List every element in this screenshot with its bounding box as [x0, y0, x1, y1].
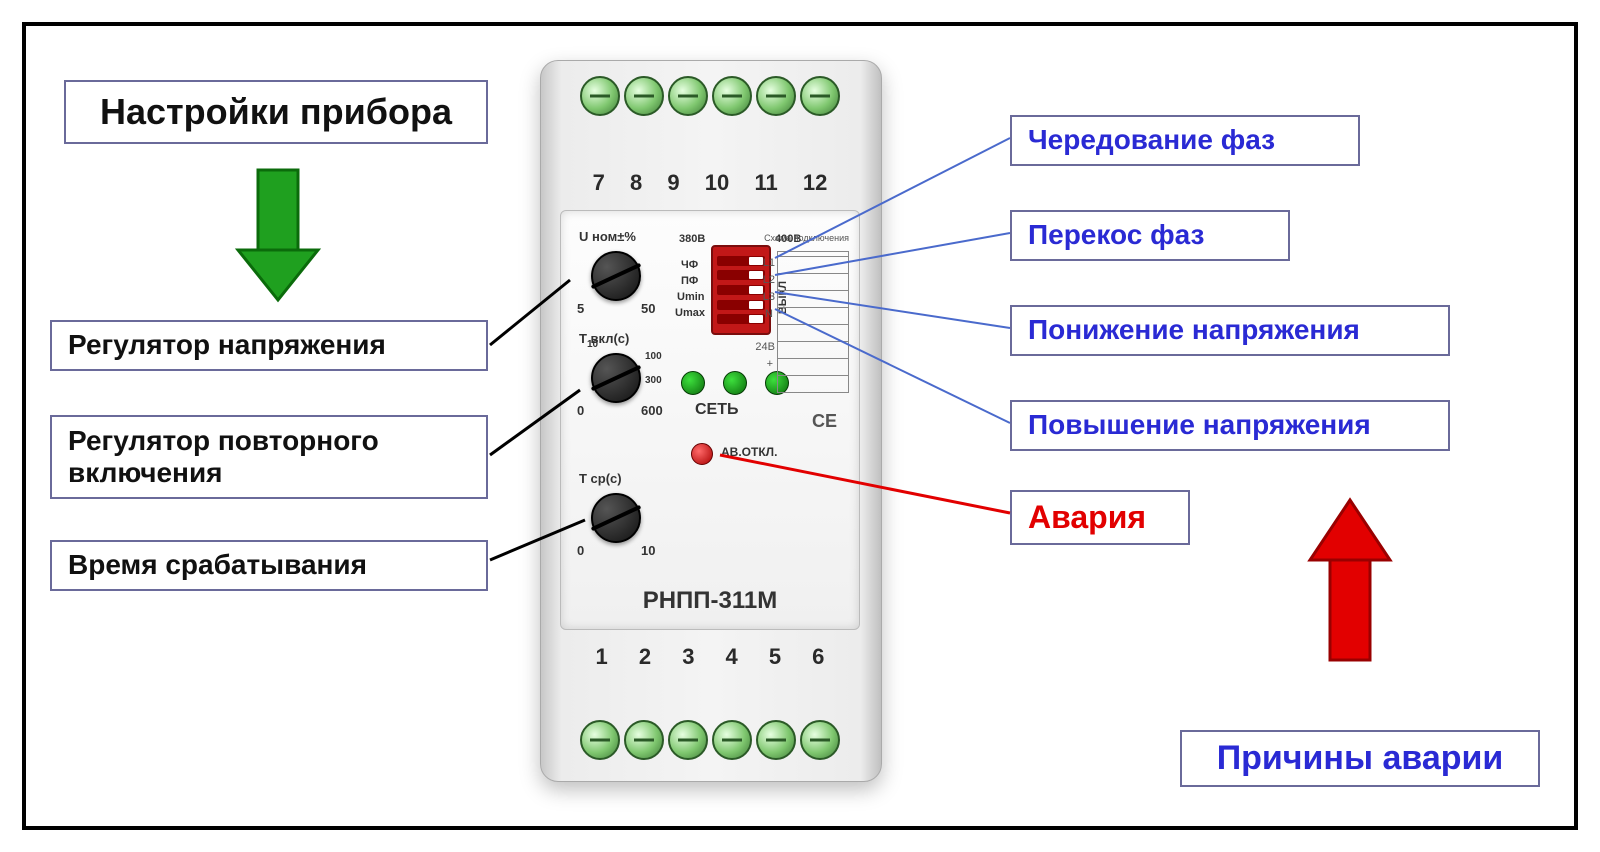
terminal-screw: [756, 720, 796, 760]
terminal-num: 7: [593, 170, 605, 196]
led-green: [681, 371, 705, 395]
undervoltage-label: Понижение напряжения: [1010, 305, 1450, 356]
dip-row-label: ЧФ: [681, 259, 698, 271]
diag-plus: +: [767, 358, 773, 370]
diag-n: N: [765, 308, 773, 320]
terminal-num: 11: [754, 170, 777, 196]
dip-row-label: ПФ: [681, 275, 698, 287]
knob1-min: 5: [577, 301, 584, 316]
wiring-diagram-icon: [777, 251, 849, 393]
led-green: [723, 371, 747, 395]
stage: Настройки прибора Регулятор напряжения Р…: [0, 0, 1600, 852]
terminal-screw: [712, 720, 752, 760]
dip-row-label: Umin: [677, 291, 705, 303]
phase-sequence-label: Чередование фаз: [1010, 115, 1360, 166]
terminal-screw: [624, 76, 664, 116]
diag-l1: L1: [763, 257, 775, 269]
terminal-num: 5: [769, 644, 781, 670]
dip-switch[interactable]: [717, 285, 765, 295]
knob2-v3: 300: [645, 375, 662, 386]
terminal-screw: [756, 76, 796, 116]
fault-label: Авария: [1010, 490, 1190, 545]
trip-time-knob[interactable]: [591, 493, 641, 543]
knob2-v2: 100: [645, 351, 662, 362]
diag-l3: L3: [763, 291, 775, 303]
fault-causes-label: Причины аварии: [1180, 730, 1540, 787]
terminal-screw: [580, 76, 620, 116]
knob1-label: U ном±%: [579, 229, 636, 244]
terminal-num: 4: [726, 644, 738, 670]
fault-led: [691, 443, 713, 465]
dip-switch[interactable]: [717, 256, 765, 266]
terminal-screw: [580, 720, 620, 760]
dip-row-label: Umax: [675, 307, 705, 319]
terminal-screw: [712, 76, 752, 116]
dip-switch[interactable]: [717, 270, 765, 280]
top-terminals: [580, 76, 840, 120]
title-box: Настройки прибора: [64, 80, 488, 144]
knob2-max: 600: [641, 403, 663, 418]
ce-mark: CE: [812, 411, 837, 432]
knob3-label: Т ср(с): [579, 471, 622, 486]
phase-imbalance-label: Перекос фаз: [1010, 210, 1290, 261]
terminal-num: 2: [639, 644, 651, 670]
knob3-min: 0: [577, 543, 584, 558]
knob3-max: 10: [641, 543, 655, 558]
terminal-screw: [668, 76, 708, 116]
network-label: СЕТЬ: [695, 401, 739, 419]
diag-24: 24В: [755, 341, 775, 353]
terminal-num: 3: [682, 644, 694, 670]
diagram-title: Схема подключения: [764, 233, 849, 243]
dip-switch[interactable]: [717, 300, 765, 310]
reclose-knob[interactable]: [591, 353, 641, 403]
knob2-min: 0: [577, 403, 584, 418]
trip-time-label: Время срабатывания: [50, 540, 488, 591]
terminal-num: 12: [803, 170, 827, 196]
terminal-num: 8: [630, 170, 642, 196]
device: 7 8 9 10 11 12 1 2 3 4 5 6 U ном±%: [530, 60, 890, 780]
network-leds: [681, 371, 789, 395]
knob1-max: 50: [641, 301, 655, 316]
terminal-num: 6: [812, 644, 824, 670]
overvoltage-label: Повышение напряжения: [1010, 400, 1450, 451]
terminal-num: 10: [705, 170, 729, 196]
dip-switch[interactable]: [717, 314, 765, 324]
voltage-regulator-label: Регулятор напряжения: [50, 320, 488, 371]
terminal-screw: [668, 720, 708, 760]
terminal-screw: [624, 720, 664, 760]
terminal-num: 9: [667, 170, 679, 196]
terminal-screw: [800, 76, 840, 116]
terminal-num: 1: [596, 644, 608, 670]
bottom-terminals: [580, 720, 840, 764]
fault-led-label: АВ.ОТКЛ.: [721, 445, 777, 459]
knob2-v1: 10: [587, 339, 598, 350]
reclose-regulator-label: Регулятор повторного включения: [50, 415, 488, 499]
device-face: U ном±% 5 50 Т вкл(с) 10 100 300 0 600 Т…: [560, 210, 860, 630]
terminal-screw: [800, 720, 840, 760]
diag-l2: L2: [763, 274, 775, 286]
device-model: РНПП-311М: [561, 587, 859, 615]
top-terminal-numbers: 7 8 9 10 11 12: [580, 170, 840, 196]
bottom-terminal-numbers: 1 2 3 4 5 6: [580, 644, 840, 670]
voltage-knob[interactable]: [591, 251, 641, 301]
dip-left: 380В: [679, 233, 705, 245]
